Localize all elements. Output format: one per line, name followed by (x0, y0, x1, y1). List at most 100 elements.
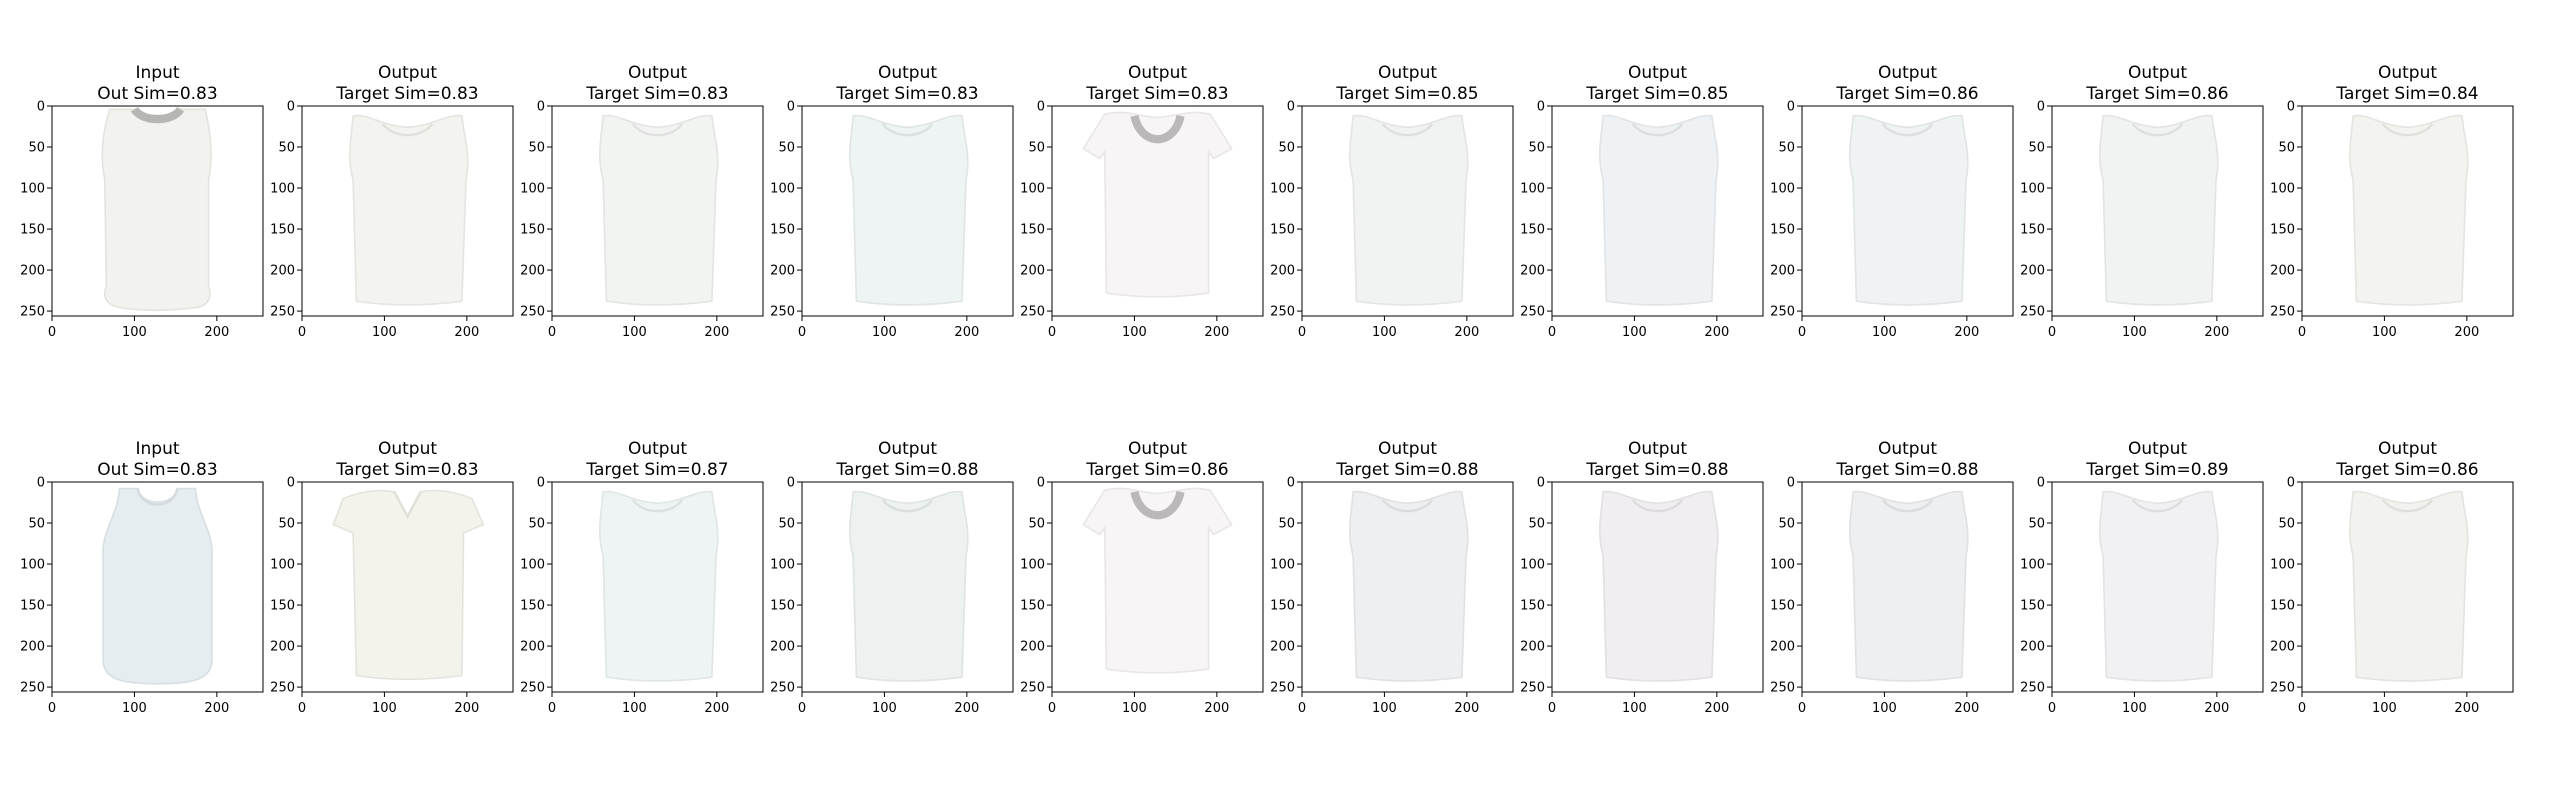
x-tick-label: 200 (1204, 701, 1229, 716)
garment-neckline (130, 106, 185, 124)
y-tick-label: 150 (520, 599, 545, 614)
x-tick-label: 0 (1048, 325, 1056, 340)
y-tick-label: 0 (287, 476, 295, 491)
garment-silhouette (1082, 487, 1233, 674)
y-tick-label: 250 (1520, 305, 1545, 320)
y-tick-label: 150 (1020, 599, 1045, 614)
garment-neckline (2131, 123, 2184, 137)
x-tick-label: 100 (622, 325, 647, 340)
y-tick-label: 100 (770, 182, 795, 197)
panel-title: Output (878, 439, 937, 459)
y-tick-label: 250 (2270, 305, 2295, 320)
y-tick-label: 250 (1520, 681, 1545, 696)
y-tick-label: 200 (2020, 640, 2045, 655)
x-tick-label: 0 (548, 701, 556, 716)
x-tick-label: 200 (1204, 325, 1229, 340)
y-tick-label: 0 (1037, 476, 1045, 491)
axes-frame (1551, 105, 1764, 317)
x-tick-label: 0 (548, 325, 556, 340)
x-tick-label: 0 (1798, 325, 1806, 340)
x-tick-label: 0 (1548, 325, 1556, 340)
x-tick-label: 0 (1298, 701, 1306, 716)
panel-subtitle: Out Sim=0.83 (97, 84, 217, 104)
panel-title: Output (1628, 63, 1687, 83)
panel-title: Output (2378, 439, 2437, 459)
x-tick-label: 200 (204, 325, 229, 340)
garment-image (1082, 111, 1233, 298)
y-tick-label: 50 (1278, 141, 1295, 156)
y-tick-label: 250 (20, 681, 45, 696)
y-tick-label: 0 (37, 100, 45, 115)
y-tick-label: 100 (20, 182, 45, 197)
y-tick-label: 250 (770, 305, 795, 320)
y-tick-label: 150 (1020, 223, 1045, 238)
axes-frame (2051, 481, 2264, 693)
y-tick-label: 50 (28, 517, 45, 532)
garment-silhouette (102, 487, 213, 685)
y-tick-label: 100 (2270, 558, 2295, 573)
y-tick-label: 100 (1020, 182, 1045, 197)
y-tick-label: 150 (1770, 223, 1795, 238)
panel-subtitle: Out Sim=0.83 (97, 460, 217, 480)
garment-neckline (1381, 499, 1434, 513)
panel-subtitle: Target Sim=0.88 (1585, 460, 1728, 480)
y-tick-label: 150 (770, 599, 795, 614)
panel-title: Input (135, 63, 179, 83)
garment-image (1348, 114, 1469, 306)
x-tick-label: 0 (2048, 325, 2056, 340)
x-tick-label: 0 (1298, 325, 1306, 340)
garment-silhouette (1598, 114, 1719, 306)
axes-frame (1801, 105, 2014, 317)
y-tick-label: 200 (1770, 264, 1795, 279)
y-tick-label: 200 (270, 264, 295, 279)
garment-neckline (1881, 123, 1934, 137)
y-tick-label: 150 (2020, 599, 2045, 614)
garment-neckline (2131, 499, 2184, 513)
y-tick-label: 100 (1770, 182, 1795, 197)
y-tick-label: 200 (1270, 264, 1295, 279)
y-tick-label: 50 (278, 141, 295, 156)
x-tick-label: 0 (1548, 701, 1556, 716)
garment-image (848, 114, 969, 306)
y-tick-label: 150 (270, 599, 295, 614)
garment-neckline (2381, 499, 2434, 513)
y-tick-label: 200 (1770, 640, 1795, 655)
y-tick-label: 100 (1770, 558, 1795, 573)
x-tick-label: 200 (1704, 701, 1729, 716)
garment-silhouette (1348, 490, 1469, 682)
panel-title: Output (378, 439, 437, 459)
x-tick-label: 0 (2298, 325, 2306, 340)
panel-subtitle: Target Sim=0.86 (2335, 460, 2478, 480)
y-tick-label: 200 (2020, 264, 2045, 279)
axes-frame (1801, 481, 2014, 693)
panel-title: Output (1128, 439, 1187, 459)
axes-frame (1551, 481, 1764, 693)
x-tick-label: 200 (204, 701, 229, 716)
y-tick-label: 150 (1770, 599, 1795, 614)
x-tick-label: 200 (1954, 325, 1979, 340)
garment-image (332, 489, 485, 681)
y-tick-label: 100 (520, 558, 545, 573)
y-tick-label: 50 (2028, 141, 2045, 156)
x-tick-label: 200 (2454, 325, 2479, 340)
y-tick-label: 50 (528, 517, 545, 532)
y-tick-label: 150 (2270, 223, 2295, 238)
y-tick-label: 0 (2287, 476, 2295, 491)
axes-frame (2301, 105, 2514, 317)
panel-subtitle: Target Sim=0.88 (835, 460, 978, 480)
panel-title: Output (628, 63, 687, 83)
y-tick-label: 0 (287, 100, 295, 115)
garment-neckline (881, 499, 934, 513)
garment-image (2348, 490, 2469, 682)
y-tick-label: 100 (2020, 558, 2045, 573)
panel-subtitle: Target Sim=0.83 (335, 460, 478, 480)
x-tick-label: 200 (454, 325, 479, 340)
x-tick-label: 0 (798, 325, 806, 340)
y-tick-label: 100 (1520, 558, 1545, 573)
